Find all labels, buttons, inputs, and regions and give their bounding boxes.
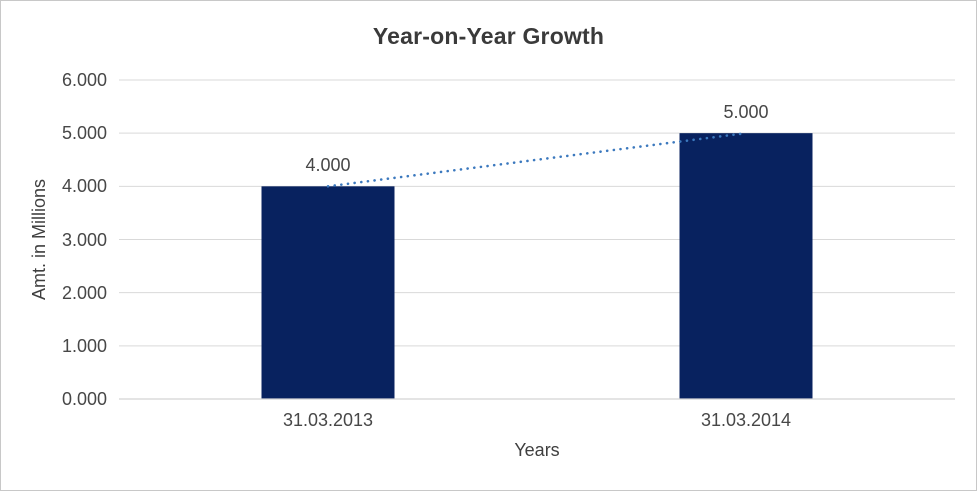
y-tick-label: 5.000 — [61, 123, 107, 144]
bar-data-label: 4.000 — [305, 155, 351, 176]
x-category-label: 31.03.2014 — [700, 410, 792, 430]
y-tick-label: 0.000 — [61, 389, 107, 409]
y-tick-label: 1.000 — [61, 335, 107, 356]
y-tick-label: 2.000 — [61, 282, 107, 303]
bar-31.03.2013 — [261, 186, 395, 399]
y-tick-label: 3.000 — [61, 229, 107, 250]
y-tick-label: 4.000 — [61, 176, 107, 197]
y-tick-label: 6.000 — [61, 70, 107, 90]
bar-31.03.2014 — [679, 133, 813, 399]
x-category-label: 31.03.2013 — [282, 410, 374, 430]
x-axis-title: Years — [514, 440, 560, 460]
chart-title: Year-on-Year Growth — [372, 23, 605, 49]
bar-data-label: 5.000 — [723, 102, 769, 123]
